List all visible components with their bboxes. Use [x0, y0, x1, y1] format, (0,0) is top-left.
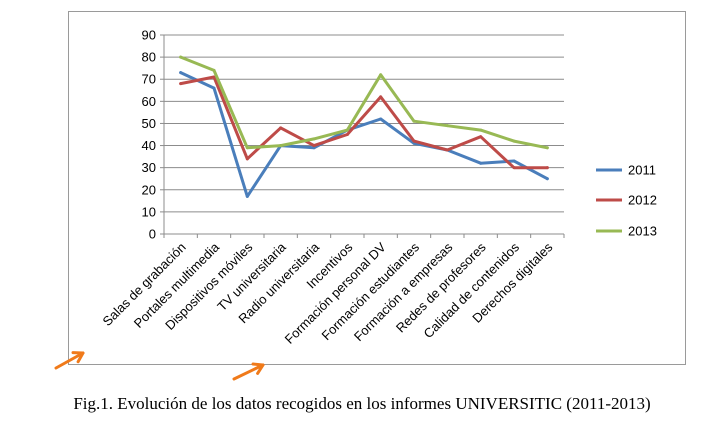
data-point-2012 [545, 166, 549, 170]
series-line-2012 [179, 75, 549, 170]
y-tick-label: 40 [142, 138, 156, 153]
data-point-2013 [445, 124, 449, 128]
data-point-2011 [512, 159, 516, 163]
data-point-2012 [212, 75, 216, 79]
chart-frame [68, 11, 686, 365]
gridlines [164, 34, 564, 235]
arrow-marker-formacion [232, 362, 265, 381]
y-tick-label: 60 [142, 94, 156, 109]
data-point-2013 [312, 137, 316, 141]
data-point-2011 [545, 177, 549, 181]
data-point-2013 [179, 55, 183, 59]
legend-label-2011: 2011 [628, 163, 656, 178]
y-tick-label: 90 [142, 28, 156, 43]
data-point-2013 [379, 73, 383, 77]
series-lines [179, 55, 549, 198]
data-point-2012 [412, 139, 416, 143]
arrow-marker-salas [54, 351, 85, 370]
data-point-2013 [479, 128, 483, 132]
legend: 2011 2012 2013 [596, 163, 657, 239]
y-tick-label: 50 [142, 116, 156, 131]
data-point-2013 [245, 146, 249, 150]
series-line-2013 [179, 55, 549, 150]
data-point-2011 [212, 86, 216, 90]
data-point-2011 [179, 71, 183, 75]
data-point-2013 [345, 128, 349, 132]
data-point-2013 [212, 68, 216, 72]
data-point-2011 [379, 117, 383, 121]
data-point-2012 [312, 144, 316, 148]
y-tick-label: 20 [142, 182, 156, 197]
data-point-2011 [479, 161, 483, 165]
data-point-2013 [545, 146, 549, 150]
figure-caption: Fig.1. Evolución de los datos recogidos … [73, 394, 651, 413]
legend-label-2013: 2013 [628, 224, 657, 239]
y-tick-label: 10 [142, 204, 156, 219]
data-point-2013 [412, 119, 416, 123]
data-point-2011 [245, 194, 249, 198]
data-point-2012 [245, 157, 249, 161]
legend-label-2012: 2012 [628, 193, 657, 208]
data-point-2013 [279, 144, 283, 148]
data-point-2012 [445, 148, 449, 152]
y-tick-label: 30 [142, 160, 156, 175]
data-point-2012 [379, 95, 383, 99]
y-tick-label: 80 [142, 50, 156, 65]
data-point-2012 [512, 166, 516, 170]
y-axis: 0 10 20 30 40 50 60 70 80 90 [142, 28, 165, 242]
data-point-2012 [479, 135, 483, 139]
y-tick-label: 0 [149, 227, 156, 242]
data-point-2012 [179, 82, 183, 86]
data-point-2012 [279, 126, 283, 130]
annotations [54, 351, 265, 381]
data-point-2012 [345, 133, 349, 136]
y-tick-label: 70 [142, 72, 156, 87]
data-point-2011 [312, 146, 316, 150]
series-line-2011 [179, 71, 549, 198]
data-point-2013 [512, 139, 516, 143]
